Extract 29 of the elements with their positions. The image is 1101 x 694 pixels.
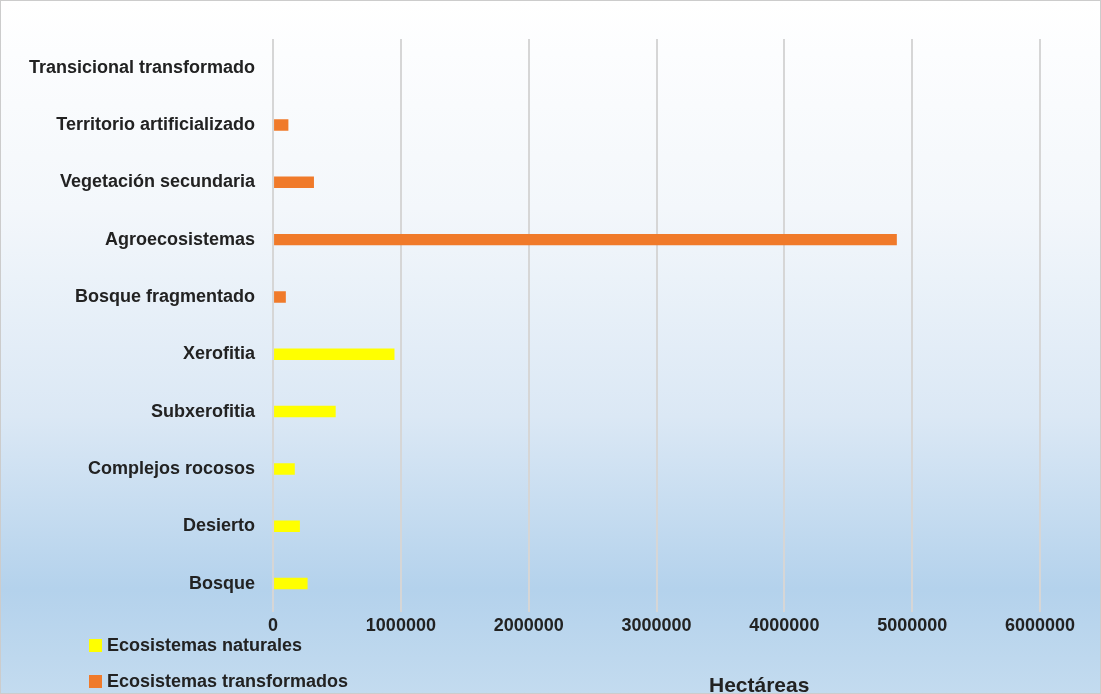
y-tick-label: Bosque	[189, 572, 256, 593]
bar	[274, 291, 286, 303]
y-tick-label: Subxerofitia	[151, 400, 257, 421]
x-tick-label: 3000000	[621, 614, 692, 635]
x-tick-label: 5000000	[877, 614, 948, 635]
bar	[274, 520, 300, 532]
x-tick-label: 1000000	[365, 614, 436, 635]
x-axis-title: Hectáreas	[709, 673, 810, 694]
y-tick-label: Xerofitia	[183, 343, 257, 364]
y-tick-label: Agroecosistemas	[104, 228, 256, 249]
x-tick-label: 2000000	[493, 614, 564, 635]
bar	[274, 405, 336, 418]
bar	[274, 463, 295, 475]
bar	[274, 233, 897, 246]
y-tick-label: Territorio artificializado	[56, 113, 256, 134]
x-tick-label: 0	[268, 614, 279, 635]
legend-label: Ecosistemas naturales	[107, 634, 303, 656]
bar	[274, 577, 308, 590]
y-tick-label: Transicional transformado	[28, 56, 256, 77]
x-tick-label: 6000000	[1004, 614, 1076, 635]
y-tick-label: Complejos rocosos	[88, 457, 256, 478]
y-tick-label: Vegetación secundaria	[59, 171, 257, 192]
y-tick-label: Bosque fragmentado	[75, 285, 256, 306]
bar	[274, 176, 314, 189]
legend-label: Ecosistemas transformados	[107, 670, 349, 692]
x-tick-label: 4000000	[749, 614, 820, 635]
bar	[274, 119, 289, 131]
y-tick-label: Desierto	[183, 515, 256, 536]
bar	[274, 348, 395, 360]
